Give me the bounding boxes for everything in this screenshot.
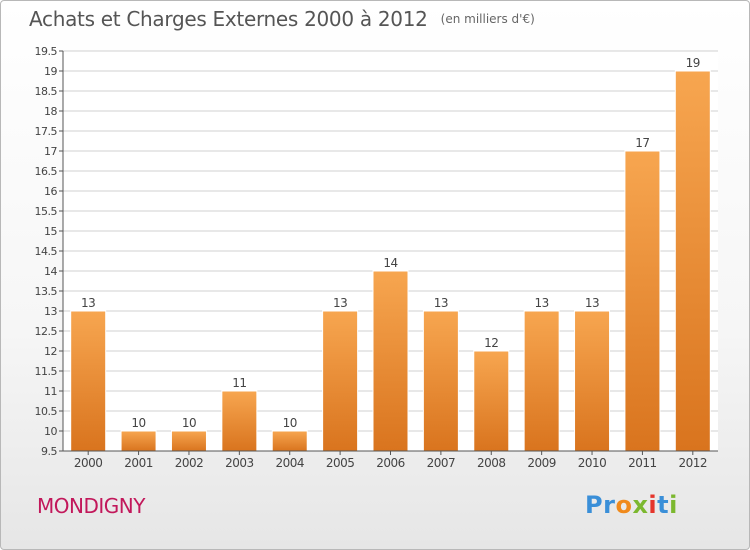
y-tick-label: 13 xyxy=(44,305,57,318)
y-tick-label: 9.5 xyxy=(41,445,57,458)
y-tick-label: 12.5 xyxy=(35,325,58,338)
bar-2003 xyxy=(221,390,258,452)
bar-value-label: 17 xyxy=(635,136,649,150)
bar-2012 xyxy=(674,70,711,452)
y-tick-label: 14.5 xyxy=(35,245,58,258)
y-tick-label: 19.5 xyxy=(35,45,58,58)
y-tick-label: 17 xyxy=(44,145,57,158)
x-tick-label: 2011 xyxy=(628,456,657,470)
bar-value-label: 13 xyxy=(585,296,599,310)
bar-value-label: 10 xyxy=(131,416,145,430)
bar-2009 xyxy=(523,310,560,452)
y-tick-label: 19 xyxy=(44,65,57,78)
y-tick-label: 11.5 xyxy=(35,365,58,378)
y-tick-label: 18 xyxy=(44,105,57,118)
logo-letter: o xyxy=(615,491,633,519)
bar-2000 xyxy=(70,310,107,452)
bar-value-label: 19 xyxy=(686,56,700,70)
y-tick-label: 13.5 xyxy=(35,285,58,298)
x-tick-label: 2006 xyxy=(376,456,405,470)
x-tick-label: 2001 xyxy=(124,456,153,470)
y-tick-label: 16 xyxy=(44,185,57,198)
x-tick-label: 2010 xyxy=(578,456,607,470)
bar-value-label: 10 xyxy=(283,416,297,430)
chart-subtitle: (en milliers d'€) xyxy=(440,12,535,26)
x-tick-label: 2004 xyxy=(275,456,304,470)
y-tick-label: 15 xyxy=(44,225,57,238)
bar-2011 xyxy=(624,150,661,452)
logo-letter: i xyxy=(648,491,658,519)
x-tick-label: 2003 xyxy=(225,456,254,470)
bar-2005 xyxy=(322,310,359,452)
bar-2001 xyxy=(120,430,157,452)
bars: 13 10 10 11 10 13 14 13 12 13 13 17 19 xyxy=(70,56,711,452)
bar-value-label: 13 xyxy=(434,296,448,310)
y-tick-label: 10 xyxy=(44,425,57,438)
title-row: Achats et Charges Externes 2000 à 2012 (… xyxy=(29,7,535,31)
bar-value-label: 13 xyxy=(81,296,95,310)
x-tick-label: 2000 xyxy=(74,456,103,470)
bar-value-label: 12 xyxy=(484,336,498,350)
logo-letter: P xyxy=(585,491,604,519)
logo-letter: x xyxy=(632,491,649,519)
y-tick-label: 18.5 xyxy=(35,85,58,98)
bar-value-label: 10 xyxy=(182,416,196,430)
bar-value-label: 13 xyxy=(333,296,347,310)
y-tick-label: 14 xyxy=(44,265,57,278)
y-tick-label: 15.5 xyxy=(35,205,58,218)
y-tick-label: 12 xyxy=(44,345,57,358)
x-tick-label: 2008 xyxy=(477,456,506,470)
y-tick-label: 16.5 xyxy=(35,165,58,178)
axes: 9.5 10 10.5 11 11.5 12 12.5 13 13.5 14 14.5 15 15.5 1… xyxy=(35,45,718,470)
x-tick-label: 2012 xyxy=(679,456,708,470)
chart-title: Achats et Charges Externes 2000 à 2012 xyxy=(29,7,428,31)
bar-2008 xyxy=(473,350,510,452)
bar-value-label: 13 xyxy=(535,296,549,310)
bar-2006 xyxy=(372,270,409,452)
bar-value-label: 14 xyxy=(383,256,397,270)
x-tick-label: 2009 xyxy=(527,456,556,470)
bar-2007 xyxy=(422,310,459,452)
bar-2004 xyxy=(271,430,308,452)
proxiti-logo: Proxiti xyxy=(585,491,678,519)
bar-2002 xyxy=(170,430,207,452)
bar-value-label: 11 xyxy=(232,376,246,390)
x-tick-label: 2002 xyxy=(175,456,204,470)
x-tick-label: 2007 xyxy=(427,456,456,470)
logo-letter: r xyxy=(603,491,616,519)
commune-name: MONDIGNY xyxy=(37,494,145,518)
y-tick-label: 10.5 xyxy=(35,405,58,418)
y-tick-label: 17.5 xyxy=(35,125,58,138)
x-tick-label: 2005 xyxy=(326,456,355,470)
logo-letter: i xyxy=(669,491,678,519)
y-tick-label: 11 xyxy=(44,385,57,398)
bar-2010 xyxy=(574,310,611,452)
logo-letter: t xyxy=(657,491,670,519)
